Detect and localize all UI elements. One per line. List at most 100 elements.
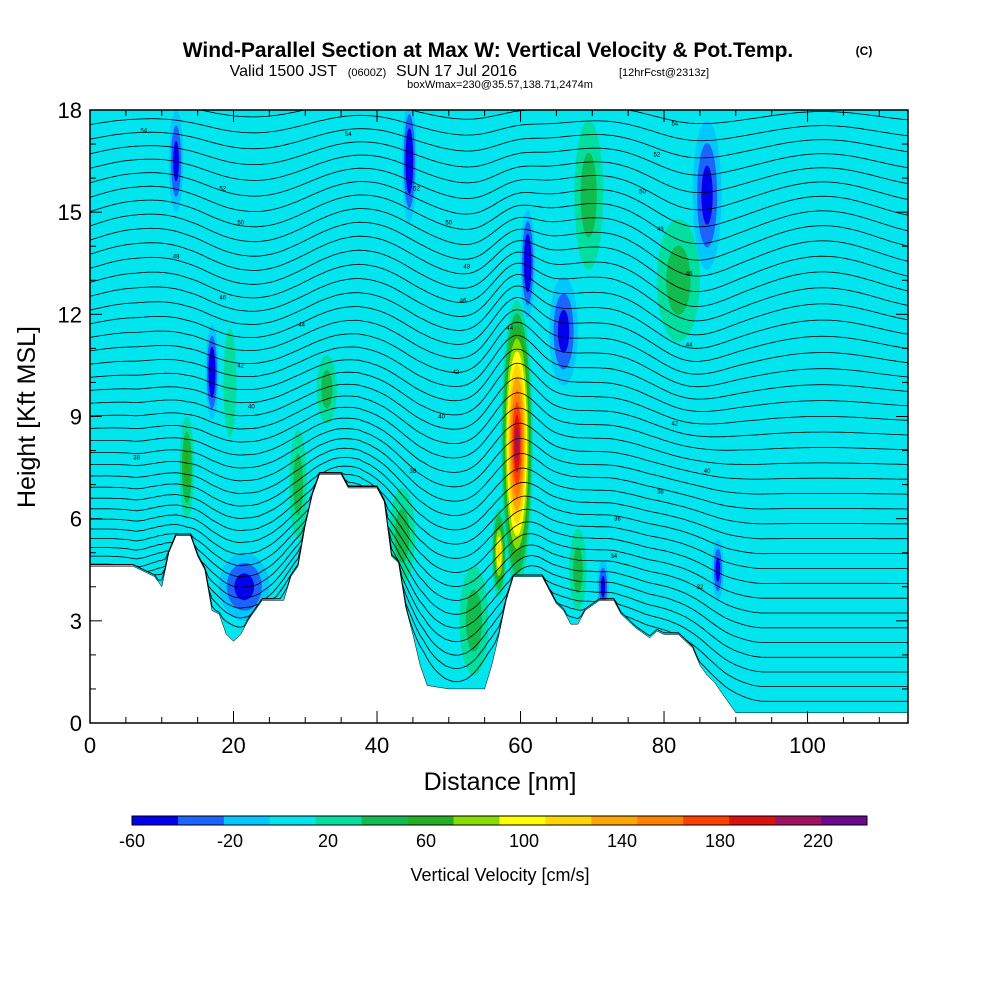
theta-contour-label: 52 (413, 186, 420, 192)
theta-contour-label: 40 (248, 404, 255, 410)
downdraft-level (525, 246, 530, 280)
theta-contour-line (90, 167, 908, 211)
downdraft-level (407, 142, 412, 180)
theta-contour-line (90, 472, 908, 569)
colorbar-swatch (545, 816, 592, 825)
theta-contour-line (90, 348, 908, 412)
valid-time-prefix: Valid 1500 JST (230, 63, 338, 80)
updraft-level (293, 453, 303, 516)
theta-contour-line (90, 472, 908, 702)
theta-contour-line (90, 472, 908, 584)
y-tick-label: 0 (70, 711, 82, 736)
theta-contour-label-text: 44 (298, 323, 305, 329)
theta-contour-label: 48 (657, 227, 664, 233)
colorbar-swatch (223, 816, 271, 825)
theta-contour-label: 44 (686, 343, 693, 349)
theta-contour-label: 52 (219, 186, 226, 192)
y-tick-label: 3 (70, 609, 82, 634)
theta-contour-label-text: 34 (610, 554, 617, 560)
theta-contour-label-text: 44 (506, 326, 513, 332)
theta-contour-label-text: 40 (704, 469, 711, 475)
theta-contour-line (90, 417, 908, 480)
theta-contour-line (90, 472, 908, 629)
updraft-region (501, 300, 533, 587)
theta-contour-label-text: 36 (614, 517, 621, 523)
theta-contours (90, 110, 908, 702)
theta-contour-label: 50 (237, 220, 244, 226)
theta-contour-line (90, 472, 908, 687)
downdraft-level (557, 309, 570, 353)
chart-title: Wind-Parallel Section at Max W: Vertical… (183, 39, 794, 62)
theta-contour-line (90, 285, 908, 349)
theta-contour-line (90, 334, 908, 400)
theta-contour-label: 40 (704, 469, 711, 475)
colorbar-swatch (499, 816, 546, 825)
vertical-velocity-shading (168, 110, 724, 676)
theta-contour-label-text: 54 (140, 128, 147, 134)
theta-contour-label: 54 (345, 132, 352, 138)
theta-contour-label: 38 (657, 489, 664, 495)
theta-contour-label-text: 54 (671, 122, 678, 128)
theta-contour-line (90, 472, 908, 599)
colorbar-swatch (269, 816, 317, 825)
theta-contour-label-text: 32 (697, 585, 704, 591)
theta-contour-label: 54 (140, 128, 147, 134)
x-tick-label: 0 (84, 733, 96, 758)
downdraft-level (715, 557, 721, 582)
theta-contour-label: 48 (173, 254, 180, 260)
updraft-region (316, 355, 337, 424)
colorbar-swatch (132, 816, 179, 825)
theta-contour-label: 46 (686, 271, 693, 277)
theta-contour-line (90, 362, 908, 425)
theta-contour-line (90, 235, 908, 293)
theta-contour-line (90, 208, 908, 261)
theta-contour-label: 38 (133, 455, 140, 461)
x-tick-label: 80 (652, 733, 676, 758)
updraft-level (321, 370, 333, 409)
theta-contour-line (90, 392, 908, 451)
colorbar-swatch (407, 816, 454, 825)
colorbar-swatch (683, 816, 730, 825)
updraft-region (179, 416, 195, 519)
theta-contour-label: 50 (639, 190, 646, 196)
colorbar-swatch (361, 816, 408, 825)
updraft-level (184, 447, 190, 488)
y-tick-label: 18 (58, 98, 82, 123)
valid-time-line: Valid 1500 JST (0600Z) SUN 17 Jul 2016 [… (230, 63, 709, 80)
colorbar-label: Vertical Velocity [cm/s] (410, 865, 589, 885)
theta-contour-label-text: 40 (248, 404, 255, 410)
theta-contour-line (90, 297, 908, 362)
theta-contour-label-text: 38 (133, 455, 140, 461)
theta-contour-label-text: 44 (686, 343, 693, 349)
theta-contour-label: 54 (671, 122, 678, 128)
theta-contour-line (90, 472, 908, 658)
theta-contour-label: 44 (506, 326, 513, 332)
colorbar-tick-label: 100 (509, 831, 539, 851)
updraft-level (223, 327, 237, 437)
updraft-region (574, 120, 604, 271)
theta-contour-label-text: 38 (657, 489, 664, 495)
downdraft-region (205, 324, 219, 420)
colorbar-tick-label: 60 (416, 831, 436, 851)
y-tick-label: 15 (58, 200, 82, 225)
theta-contour-label: 52 (654, 152, 661, 158)
copyright-mark: (C) (856, 44, 873, 58)
downdraft-level (173, 140, 179, 182)
theta-contour-line (90, 221, 908, 277)
colorbar-tick-label: 220 (803, 831, 833, 851)
x-tick-label: 40 (365, 733, 389, 758)
theta-contour-label-text: 38 (410, 469, 417, 475)
updraft-region (656, 218, 700, 342)
theta-contour-line (90, 472, 908, 673)
updraft-region (289, 430, 307, 540)
theta-contour-line (90, 465, 908, 555)
theta-contour-label: 38 (410, 469, 417, 475)
theta-contour-line (90, 309, 908, 375)
theta-contour-line (90, 406, 908, 465)
colorbar-tick-label: -20 (217, 831, 243, 851)
valid-time-utc: (0600Z) (348, 67, 387, 79)
colorbar-tick-label: 140 (607, 831, 637, 851)
theta-contour-label-text: 42 (237, 363, 244, 369)
